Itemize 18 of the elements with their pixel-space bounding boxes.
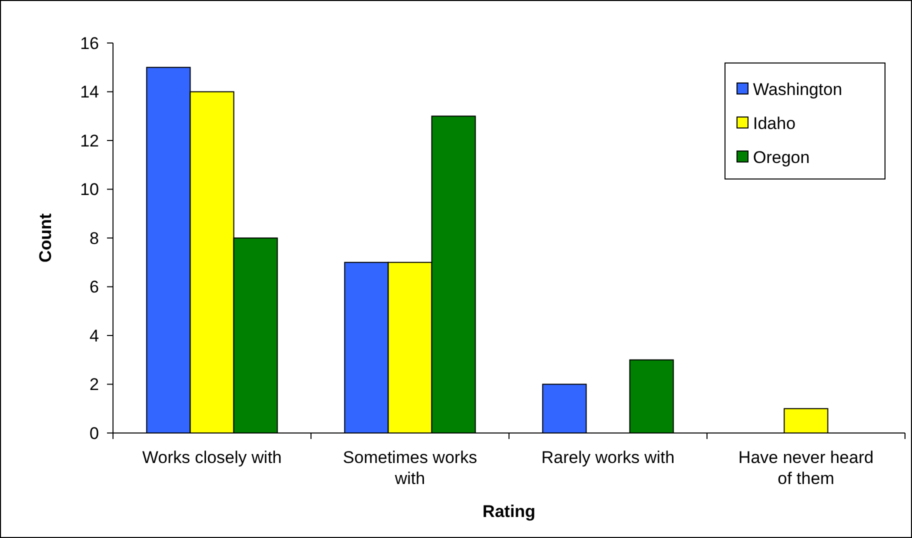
y-axis-title: Count	[36, 213, 55, 263]
y-tick-label: 0	[90, 424, 99, 443]
y-tick-label: 10	[80, 180, 99, 200]
legend-label: Oregon	[753, 148, 810, 167]
y-tick-label: 14	[80, 82, 99, 102]
x-tick-label: Works closely with	[142, 448, 282, 467]
y-tick-label: 8	[90, 228, 99, 248]
y-tick-label: 6	[90, 278, 99, 297]
x-tick-label: Rarely works with	[541, 448, 675, 467]
y-tick-label: 12	[80, 131, 99, 150]
x-tick-label: Sometimes works with	[342, 448, 478, 488]
y-tick-label: 16	[80, 34, 99, 53]
x-tick-label: Have never heard of them	[738, 448, 874, 488]
legend-label: Washington	[753, 80, 842, 99]
y-tick-label: 2	[90, 375, 99, 394]
y-tick-label: 4	[90, 326, 99, 346]
x-axis-title: Rating	[482, 502, 536, 521]
legend-label: Idaho	[753, 114, 796, 133]
